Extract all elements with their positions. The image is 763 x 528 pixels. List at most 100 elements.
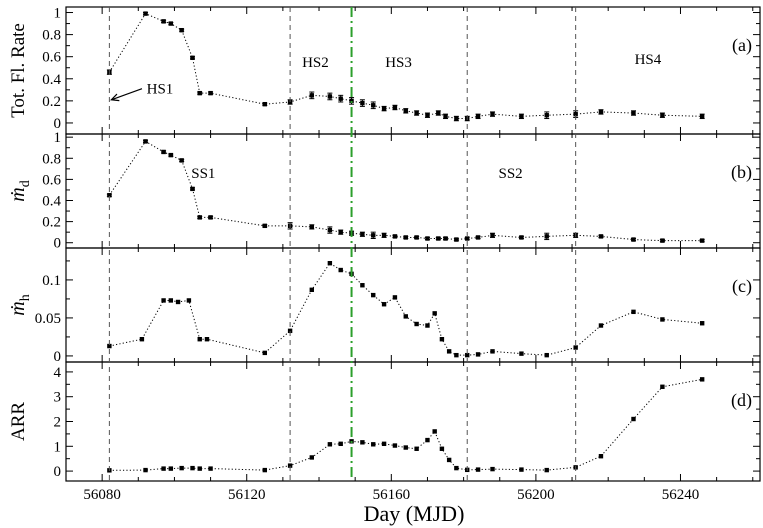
data-point [699, 238, 705, 243]
data-point [161, 466, 166, 471]
data-point [544, 352, 549, 358]
panel-d: 0 1 2 3 4 ARR (d) [8, 361, 761, 482]
y-tick-label: 0.8 [42, 28, 61, 44]
y-tick-label: 0.4 [42, 72, 61, 88]
data-point [454, 237, 459, 242]
annotation-label: HS2 [302, 55, 329, 71]
data-point [360, 232, 365, 237]
data-point [392, 295, 398, 300]
data-point [699, 114, 705, 119]
y-tick-label: 0 [54, 464, 62, 480]
data-point [381, 106, 387, 111]
data-point [544, 113, 549, 118]
data-point [519, 114, 524, 119]
annotation-arrow [111, 88, 143, 101]
data-point [161, 19, 166, 24]
data-point [179, 158, 184, 163]
data-point [309, 224, 314, 230]
data-point [208, 215, 213, 220]
y-tick-label: 0.1 [42, 273, 61, 289]
y-tick-label: 3 [54, 390, 62, 406]
panel-letter: (d) [731, 390, 752, 411]
data-point [161, 149, 166, 155]
y-tick-label: 0.05 [35, 311, 61, 327]
data-point [360, 283, 365, 288]
data-point [475, 467, 481, 472]
data-point [631, 110, 636, 116]
data-point [490, 349, 495, 354]
data-point [168, 152, 174, 158]
x-axis-title: Day (MJD) [364, 501, 465, 526]
y-tick-label: 0.6 [42, 172, 61, 188]
panel-frame [65, 133, 761, 249]
data-point [573, 111, 578, 117]
data-point [403, 314, 408, 319]
data-point [631, 309, 636, 315]
data-point [175, 299, 181, 305]
data-point [403, 235, 408, 240]
annotation-label: HS1 [147, 82, 174, 98]
data-point [475, 235, 481, 240]
data-point [598, 323, 604, 328]
data-point [454, 465, 459, 471]
data-point [544, 234, 549, 239]
data-point [414, 110, 419, 116]
data-point [425, 236, 430, 241]
data-point [446, 349, 452, 354]
data-point [179, 465, 184, 471]
data-point [475, 114, 481, 119]
data-point [349, 98, 354, 104]
series-line [108, 12, 703, 120]
data-point [544, 467, 549, 473]
data-point [660, 317, 665, 322]
data-point [631, 237, 636, 242]
data-point [371, 233, 376, 238]
arrow-head [110, 93, 120, 102]
annotation-label: SS2 [499, 166, 523, 182]
data-point [338, 229, 343, 235]
y-tick-label: 0.8 [42, 151, 61, 167]
data-point [143, 467, 148, 473]
data-point [432, 311, 437, 316]
data-point [197, 90, 202, 96]
data-point [519, 351, 524, 356]
data-point [143, 139, 148, 144]
data-point [327, 94, 333, 99]
data-point [190, 55, 195, 60]
data-point [414, 446, 419, 451]
annotation-label: HS3 [385, 55, 412, 71]
data-point [454, 352, 459, 358]
data-point [598, 109, 604, 115]
y-tick-label: 0.2 [42, 215, 61, 231]
data-point [490, 111, 495, 117]
data-point [699, 321, 705, 326]
y-tick-label: 0 [54, 349, 62, 365]
data-point [309, 287, 314, 292]
data-point [360, 100, 365, 106]
data-point [262, 467, 268, 473]
data-point [432, 429, 437, 434]
data-point [490, 233, 495, 238]
y-title-symbol: ṁ [7, 301, 29, 315]
data-point [414, 235, 419, 240]
data-point [327, 227, 333, 233]
data-point [475, 352, 481, 357]
y-axis-title: ARR [8, 402, 29, 441]
data-point [107, 193, 112, 198]
data-point [139, 337, 145, 342]
y-axis-title: Tot. Fl. Rate [8, 23, 29, 118]
y-title-subscript: h [18, 294, 33, 301]
x-tick-label: 56240 [662, 487, 700, 503]
data-point [197, 215, 202, 220]
data-point [338, 267, 343, 273]
data-point [338, 96, 343, 101]
y-tick-label: 1 [54, 6, 62, 22]
data-point [309, 93, 314, 98]
data-point [490, 466, 495, 472]
y-tick-label: 2 [54, 415, 62, 431]
data-point [436, 110, 441, 116]
data-point [168, 298, 174, 303]
y-tick-label: 1 [54, 130, 62, 146]
x-tick-label: 56080 [83, 487, 121, 503]
panel-c: 0 0.05 0.1 ṁh (c) [7, 247, 761, 365]
